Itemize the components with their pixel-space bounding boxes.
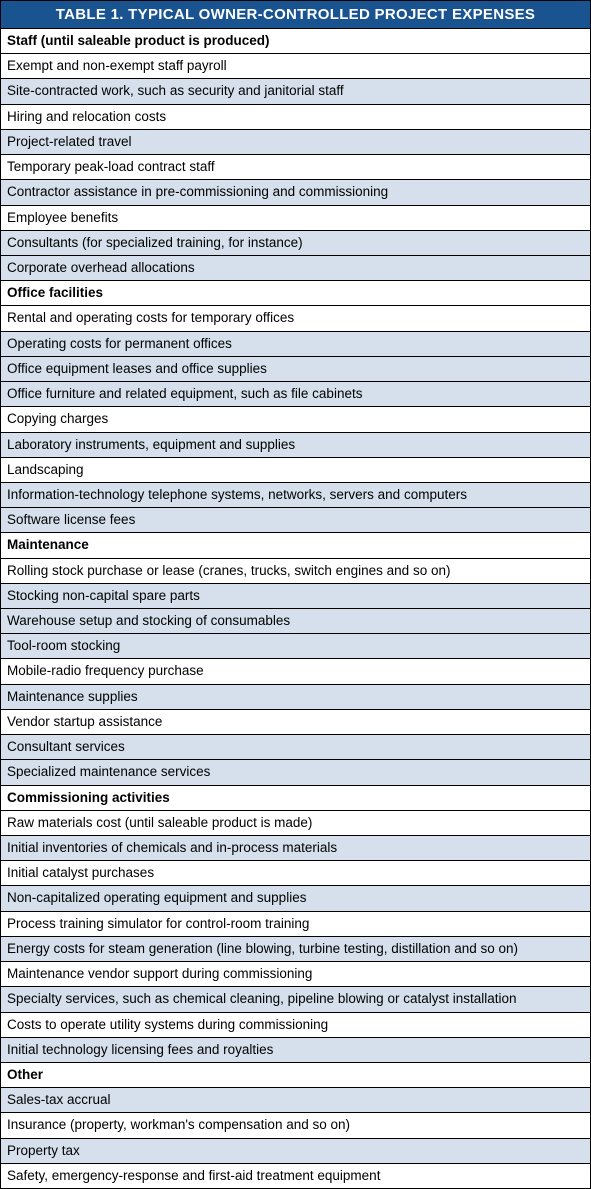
section-header-row: Maintenance (1, 533, 590, 558)
table-row: Hiring and relocation costs (1, 105, 590, 130)
table-body: Staff (until saleable product is produce… (1, 29, 590, 1188)
table-row: Project-related travel (1, 130, 590, 155)
table-row: Rolling stock purchase or lease (cranes,… (1, 559, 590, 584)
table-row: Software license fees (1, 508, 590, 533)
table-row: Landscaping (1, 458, 590, 483)
table-row: Information-technology telephone systems… (1, 483, 590, 508)
table-row: Safety, emergency-response and first-aid… (1, 1164, 590, 1188)
table-row: Initial catalyst purchases (1, 861, 590, 886)
table-row: Mobile-radio frequency purchase (1, 659, 590, 684)
table-row: Non-capitalized operating equipment and … (1, 886, 590, 911)
table-row: Laboratory instruments, equipment and su… (1, 433, 590, 458)
table-row: Operating costs for permanent offices (1, 332, 590, 357)
table-row: Property tax (1, 1139, 590, 1164)
table-row: Process training simulator for control-r… (1, 912, 590, 937)
table-row: Rental and operating costs for temporary… (1, 306, 590, 331)
table-row: Specialized maintenance services (1, 760, 590, 785)
section-header-row: Commissioning activities (1, 786, 590, 811)
table-row: Consultant services (1, 735, 590, 760)
expenses-table: TABLE 1. TYPICAL OWNER-CONTROLLED PROJEC… (0, 0, 591, 1189)
table-row: Consultants (for specialized training, f… (1, 231, 590, 256)
table-row: Corporate overhead allocations (1, 256, 590, 281)
table-row: Site-contracted work, such as security a… (1, 79, 590, 104)
table-row: Office equipment leases and office suppl… (1, 357, 590, 382)
section-header-row: Office facilities (1, 281, 590, 306)
table-row: Contractor assistance in pre-commissioni… (1, 180, 590, 205)
table-row: Employee benefits (1, 206, 590, 231)
table-row: Energy costs for steam generation (line … (1, 937, 590, 962)
table-title: TABLE 1. TYPICAL OWNER-CONTROLLED PROJEC… (1, 1, 590, 29)
table-row: Insurance (property, workman's compensat… (1, 1113, 590, 1138)
table-row: Copying charges (1, 407, 590, 432)
table-row: Raw materials cost (until saleable produ… (1, 811, 590, 836)
table-row: Initial technology licensing fees and ro… (1, 1038, 590, 1063)
table-row: Maintenance vendor support during commis… (1, 962, 590, 987)
table-row: Costs to operate utility systems during … (1, 1013, 590, 1038)
table-row: Tool-room stocking (1, 634, 590, 659)
table-row: Sales-tax accrual (1, 1088, 590, 1113)
table-row: Office furniture and related equipment, … (1, 382, 590, 407)
table-row: Stocking non-capital spare parts (1, 584, 590, 609)
table-row: Maintenance supplies (1, 685, 590, 710)
section-header-row: Staff (until saleable product is produce… (1, 29, 590, 54)
table-row: Specialty services, such as chemical cle… (1, 987, 590, 1012)
section-header-row: Other (1, 1063, 590, 1088)
table-row: Warehouse setup and stocking of consumab… (1, 609, 590, 634)
table-row: Exempt and non-exempt staff payroll (1, 54, 590, 79)
table-row: Temporary peak-load contract staff (1, 155, 590, 180)
table-row: Vendor startup assistance (1, 710, 590, 735)
table-row: Initial inventories of chemicals and in-… (1, 836, 590, 861)
